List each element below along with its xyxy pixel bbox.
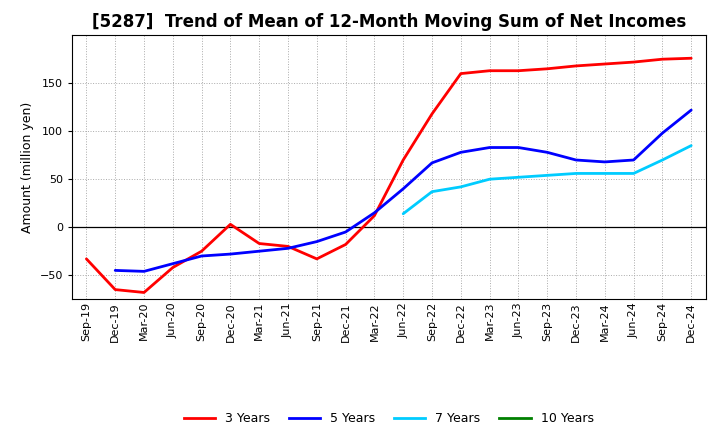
Y-axis label: Amount (million yen): Amount (million yen)	[21, 102, 34, 233]
Title: [5287]  Trend of Mean of 12-Month Moving Sum of Net Incomes: [5287] Trend of Mean of 12-Month Moving …	[91, 13, 686, 31]
Legend: 3 Years, 5 Years, 7 Years, 10 Years: 3 Years, 5 Years, 7 Years, 10 Years	[179, 407, 598, 430]
